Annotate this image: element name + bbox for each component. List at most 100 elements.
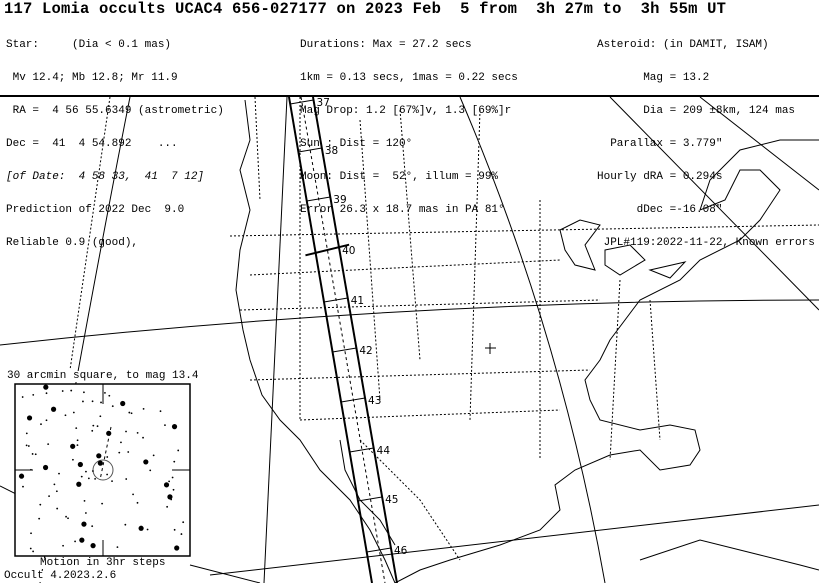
border-line [359, 119, 381, 401]
star-dot [83, 391, 85, 394]
star-dot [61, 390, 64, 392]
event-info: Durations: Max = 27.2 secs 1km = 0.13 se… [300, 18, 518, 238]
star-dot [92, 424, 95, 427]
minute-label: 42 [359, 345, 372, 357]
motion-note: Motion in 3hr steps [40, 557, 166, 569]
minute-tick [332, 347, 357, 353]
star-dot [172, 488, 175, 491]
latitude-line [209, 504, 819, 576]
star-dot [47, 443, 50, 446]
star-dot [42, 464, 49, 471]
coastline [699, 139, 819, 211]
star-dot [32, 550, 35, 553]
path-south-limit [312, 96, 398, 583]
star-dot [27, 445, 30, 447]
longitude-line [459, 96, 606, 583]
star-dot [70, 389, 73, 392]
star-dot [164, 424, 166, 427]
star-of-date: [of Date: 4 58 33, 41 7 12] [6, 171, 205, 183]
star-mags: Mv 12.4; Mb 12.8; Mr 11.9 [6, 72, 178, 84]
star-dot [43, 466, 46, 469]
star-dec: Dec = 41 4 54.892 ... [6, 138, 178, 150]
star-dot [87, 477, 90, 480]
border-line [299, 409, 561, 421]
star-dot [74, 540, 76, 543]
parallax: Parallax = 3.779" [597, 138, 723, 150]
star-dot [97, 460, 103, 466]
minute-label: 40 [342, 245, 355, 257]
minute-label: 38 [325, 145, 338, 157]
minute-tick [305, 243, 350, 257]
star-dot [130, 412, 133, 415]
star-dot [182, 521, 185, 524]
error-ellipse: Error 26.3 x 18.7 mas in PA 81° [300, 204, 505, 216]
minute-tick [366, 547, 392, 553]
minute-label: 41 [351, 295, 364, 307]
star-dot [70, 443, 76, 449]
prediction-date: Prediction of 2022 Dec 9.0 [6, 204, 185, 216]
star-dot [72, 411, 75, 414]
star-dot [120, 441, 122, 444]
star-dot [142, 407, 145, 410]
star-dot [138, 525, 144, 531]
coastline [394, 169, 781, 583]
star-dot [116, 546, 119, 549]
star-dot [106, 456, 109, 458]
mag-drop: Mag Drop: 1.2 [67%]v, 1.3 [69%]r [300, 105, 512, 117]
star-dot [75, 427, 78, 430]
star-dot [31, 453, 34, 455]
star-dot [152, 454, 155, 457]
star-dot [149, 469, 152, 472]
star-dot [164, 483, 167, 486]
star-dot [26, 415, 33, 421]
border-line [649, 299, 661, 441]
minute-tick [306, 196, 331, 202]
longitude-line [699, 96, 819, 191]
coastline [339, 439, 396, 546]
minute-tick [298, 147, 322, 153]
star-dot [30, 468, 32, 471]
target-star-circle [92, 459, 114, 481]
star-dot [173, 460, 176, 463]
star-dot [72, 458, 74, 461]
software-version: Occult 4.2023.2.6 [4, 570, 117, 582]
latitude-line [0, 299, 819, 346]
star-chart-inset [14, 383, 191, 557]
star-dot [100, 401, 102, 404]
star-dot [76, 439, 79, 442]
star-dot [83, 499, 86, 502]
star-dot [22, 485, 24, 488]
star-dot [25, 444, 28, 447]
minute-label: 46 [394, 545, 408, 557]
longitude-line [609, 96, 819, 311]
moon-distance: Moon: Dist = 52°, illum = 99% [300, 171, 499, 183]
star-dot [124, 523, 127, 526]
star-dot [45, 392, 48, 395]
border-line [249, 369, 591, 381]
star-dot [143, 459, 149, 465]
star-dot [101, 502, 104, 505]
center-cross-marker [485, 343, 496, 354]
path-north-limit [288, 96, 373, 583]
coastline [639, 539, 819, 571]
asteroid-info: Asteroid: (in DAMIT, ISAM) Mag = 13.2 Di… [597, 18, 815, 271]
border-line [399, 109, 421, 361]
star-dot [79, 537, 85, 543]
star-dot [159, 410, 162, 413]
minute-label: 37 [317, 97, 330, 109]
star-dot [58, 472, 60, 475]
asteroid-header: Asteroid: (in DAMIT, ISAM) [597, 39, 769, 51]
star-dot [64, 414, 67, 417]
star-dot [146, 528, 149, 531]
minute-tick [290, 99, 314, 105]
star-dot [67, 517, 69, 520]
star-dot [96, 425, 99, 428]
star-dot [34, 453, 37, 456]
star-dot [76, 481, 82, 487]
star-dot [99, 415, 102, 418]
great-lakes [559, 219, 687, 279]
star-dot [142, 436, 144, 439]
star-dot [174, 545, 180, 551]
star-dot [77, 461, 83, 468]
